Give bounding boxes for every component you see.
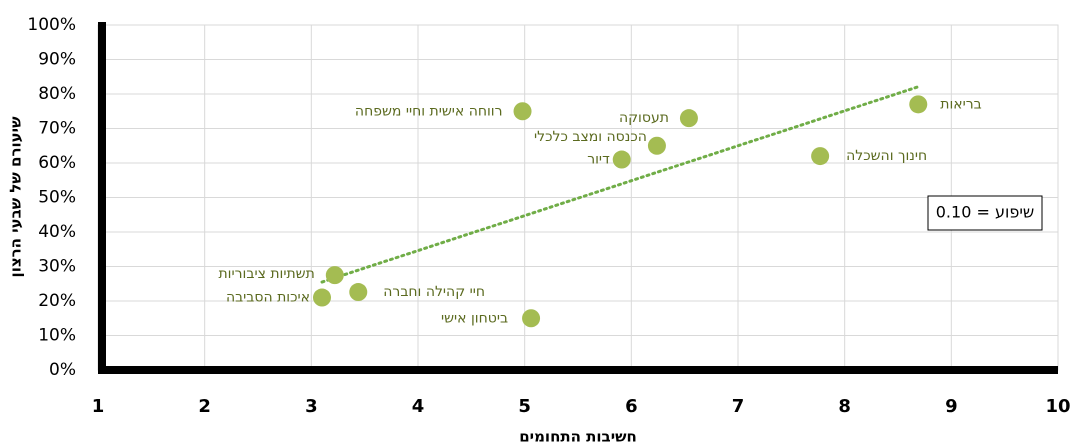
x-tick-label: 8 — [838, 396, 851, 417]
y-tick-label: 30% — [38, 257, 76, 277]
annotation-box — [927, 195, 1043, 231]
y-tick-label: 70% — [38, 119, 76, 139]
point — [909, 95, 928, 114]
y-tick-label: 50% — [38, 188, 76, 208]
point — [349, 283, 368, 302]
point — [811, 147, 830, 166]
point-label: בריאות — [940, 96, 982, 112]
point-label: דיור — [587, 152, 610, 168]
point-label: איכות הסביבה — [226, 290, 310, 306]
point — [612, 150, 631, 169]
y-tick-label: 0% — [49, 360, 76, 380]
point-label: רווחה אישית וחיי משפחה — [355, 103, 503, 119]
point-label: הכנסה ומצב כלכלי — [534, 129, 647, 145]
x-tick-label: 5 — [518, 396, 531, 417]
annotation: שיפוע = 0.10 — [936, 203, 1034, 222]
y-tick-label: 20% — [38, 291, 76, 311]
point — [325, 266, 344, 285]
x-tick-label: 4 — [412, 396, 425, 417]
point-label: תעסוקה — [619, 110, 669, 126]
y-tick-label: 100% — [27, 15, 76, 35]
point-label: תשתיות ציבוריות — [218, 266, 314, 282]
x-tick-label: 3 — [305, 396, 318, 417]
y-tick-label: 60% — [38, 153, 76, 173]
y-axis-title: שיעורם של שבעי הרצון — [7, 116, 25, 278]
point-label: ביטחון אישי — [441, 310, 508, 326]
trend-line — [320, 85, 919, 284]
x-tick-label: 10 — [1045, 396, 1070, 417]
point — [513, 102, 532, 121]
x-tick-label: 9 — [945, 396, 958, 417]
x-tick-label: 1 — [92, 396, 105, 417]
point — [522, 309, 541, 328]
y-tick-label: 90% — [38, 50, 76, 70]
point — [313, 288, 331, 307]
y-tick-label: 80% — [38, 84, 76, 104]
y-tick-label: 10% — [38, 326, 76, 346]
x-axis-title: חשיבות התחומים — [519, 428, 637, 446]
point-label: חיי קהילה וחברה — [383, 284, 485, 300]
x-tick-label: 6 — [625, 396, 638, 417]
point-label: חינוך והשכלה — [846, 148, 927, 164]
point — [679, 109, 698, 128]
x-tick-label: 2 — [198, 396, 211, 417]
y-tick-label: 40% — [38, 222, 76, 242]
point — [647, 136, 666, 155]
x-tick-label: 7 — [732, 396, 745, 417]
